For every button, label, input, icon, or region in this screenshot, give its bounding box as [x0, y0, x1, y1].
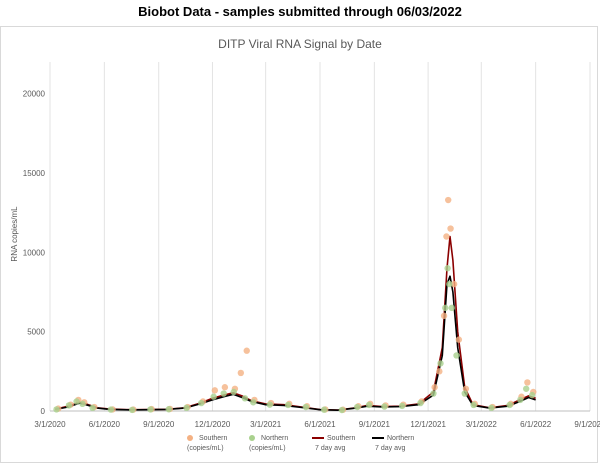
data-point: [165, 406, 172, 413]
data-point: [128, 406, 136, 414]
data-point: [284, 401, 292, 409]
data-point: [442, 304, 449, 312]
x-tick-label: 9/1/2020: [143, 420, 175, 429]
data-point: [147, 406, 154, 413]
grid-lines: [49, 62, 591, 412]
data-point: [444, 265, 451, 272]
data-point: [461, 390, 468, 397]
data-point: [431, 384, 438, 391]
legend-sublabel: 7 day avg: [315, 445, 345, 452]
data-point: [488, 404, 495, 412]
data-point: [437, 360, 444, 367]
data-point: [506, 401, 513, 409]
data-point: [320, 406, 328, 413]
data-point: [522, 385, 530, 392]
data-point: [450, 280, 458, 288]
data-point: [417, 399, 424, 407]
legend-marker: [187, 435, 193, 441]
data-point: [445, 196, 452, 204]
chart-frame: [0, 26, 598, 463]
data-point: [381, 403, 388, 410]
data-point: [517, 396, 524, 404]
data-point: [448, 304, 455, 312]
data-point: [53, 406, 60, 413]
y-tick-label: 0: [41, 407, 46, 416]
data-point: [365, 401, 373, 409]
data-point: [528, 391, 536, 399]
y-tick-labels: 0 5000 10000 15000 20000: [23, 90, 46, 416]
data-point: [302, 403, 310, 411]
data-point: [183, 404, 190, 412]
legend-label: Northern: [387, 435, 414, 442]
data-point: [440, 312, 448, 320]
data-point: [430, 390, 437, 397]
y-axis-title: RNA copies/mL: [10, 206, 19, 262]
page-title: Biobot Data - samples submitted through …: [138, 4, 462, 19]
data-point: [398, 402, 406, 410]
y-tick-label: 15000: [23, 169, 46, 178]
data-point: [73, 398, 80, 405]
y-tick-label: 20000: [23, 90, 46, 99]
data-point: [211, 387, 219, 394]
x-tick-label: 12/1/2020: [195, 420, 231, 429]
data-point: [338, 406, 346, 414]
x-tick-label: 6/1/2021: [304, 420, 336, 429]
x-tick-label: 12/1/2021: [410, 420, 446, 429]
data-marks: [53, 196, 537, 414]
legend-marker: [249, 435, 255, 441]
data-point: [250, 399, 257, 406]
chart-title: DITP Viral RNA Signal by Date: [218, 37, 382, 51]
y-tick-label: 5000: [27, 328, 45, 337]
legend-sublabel: 7 day avg: [375, 445, 405, 452]
data-point: [354, 403, 361, 411]
data-point: [89, 404, 96, 412]
data-point: [436, 368, 443, 375]
data-point: [220, 390, 227, 397]
data-point: [230, 388, 237, 396]
data-point: [455, 336, 463, 343]
x-tick-label: 3/1/2020: [34, 420, 66, 429]
data-point: [524, 379, 531, 386]
data-point: [453, 352, 460, 359]
y-tick-label: 10000: [23, 248, 46, 257]
data-point: [198, 399, 205, 407]
legend: Southern (copies/mL) Northern (copies/mL) So…: [187, 435, 414, 452]
x-tick-label: 3/1/2021: [250, 420, 282, 429]
legend-sublabel: (copies/mL): [249, 445, 286, 452]
legend-sublabel: (copies/mL): [187, 445, 224, 452]
data-point: [79, 400, 86, 408]
data-point: [107, 406, 115, 413]
x-tick-label: 3/1/2022: [466, 420, 498, 429]
data-point: [443, 233, 450, 240]
data-point: [243, 347, 250, 354]
data-point: [447, 225, 454, 232]
data-point: [266, 401, 273, 408]
x-tick-label: 9/1/2022: [574, 420, 600, 429]
x-tick-label: 6/1/2020: [89, 420, 121, 429]
series-line: [55, 275, 536, 412]
data-point: [210, 393, 217, 400]
legend-label: Southern: [199, 435, 228, 442]
legend-label: Northern: [261, 435, 288, 442]
legend-label: Southern: [327, 435, 356, 442]
x-tick-label: 6/1/2022: [520, 420, 552, 429]
data-point: [221, 384, 229, 391]
data-point: [65, 402, 73, 409]
data-point: [241, 395, 249, 402]
x-tick-label: 9/1/2021: [359, 420, 391, 429]
data-point: [237, 369, 245, 377]
x-tick-labels: 3/1/2020 6/1/2020 9/1/2020 12/1/2020 3/1/202…: [34, 420, 600, 429]
data-point: [470, 401, 477, 409]
data-point: [446, 280, 453, 288]
